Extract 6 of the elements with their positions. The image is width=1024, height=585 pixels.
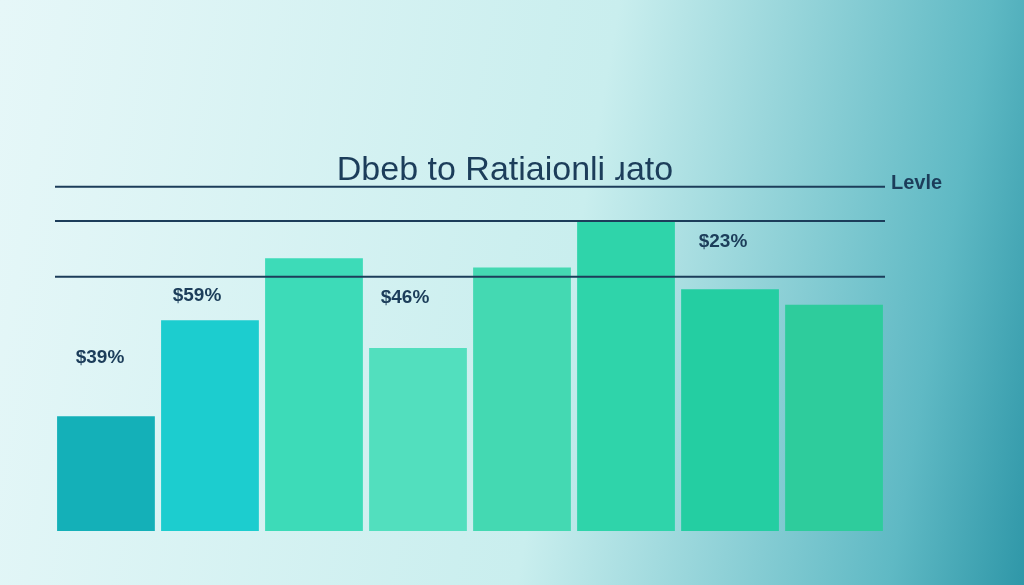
annotation: $23%: [698, 230, 748, 251]
ref-line-label: Levle: [891, 170, 943, 193]
annotation: $39%: [75, 346, 125, 367]
annotation: $59%: [172, 284, 222, 305]
annotation: $46%: [380, 286, 430, 307]
chart-title: Dbeb to Ratiaionli ɹato: [336, 149, 674, 187]
